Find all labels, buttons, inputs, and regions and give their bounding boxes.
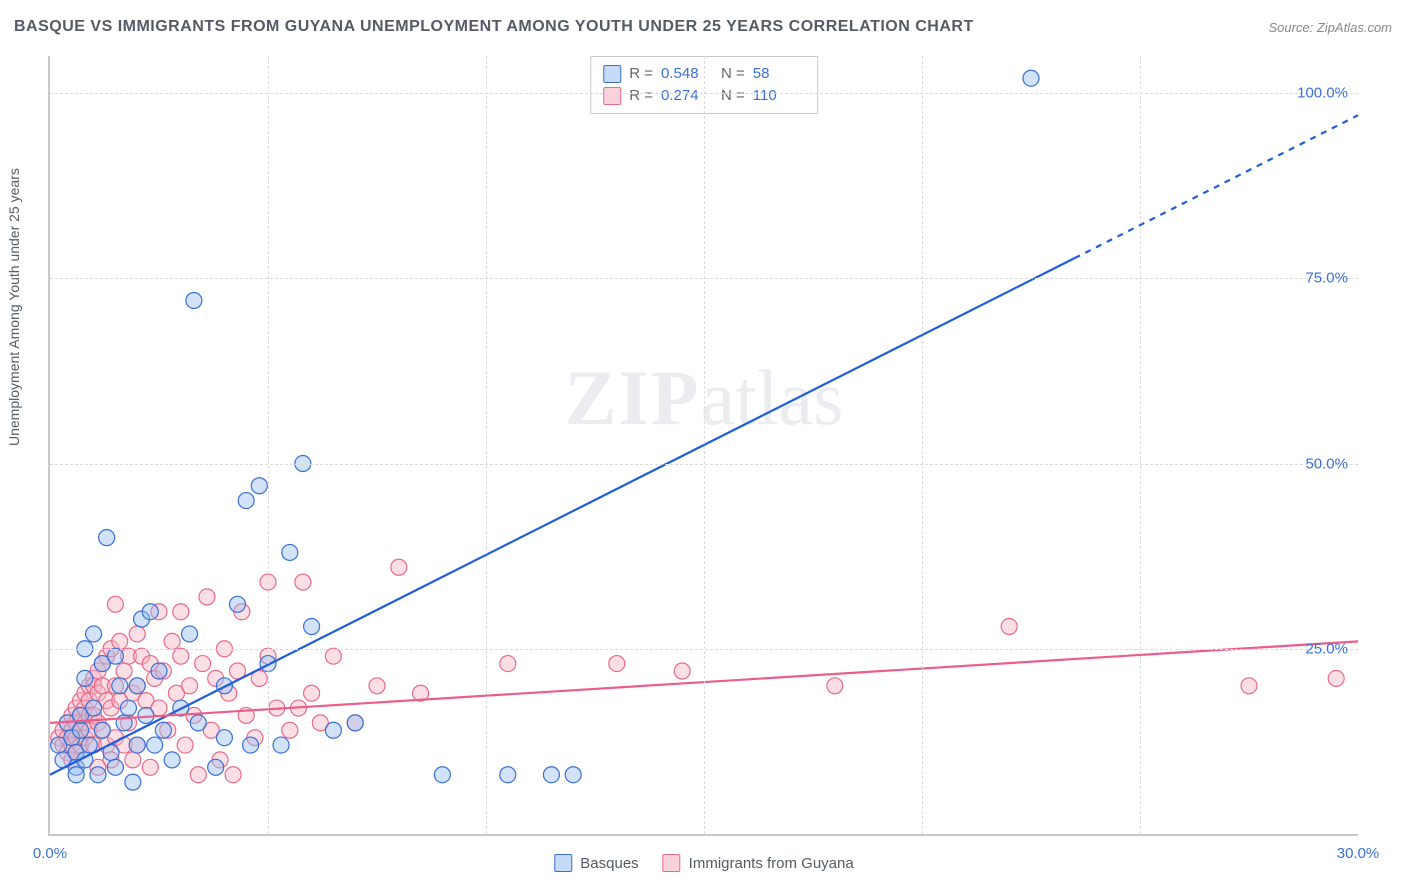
point-basques xyxy=(147,737,163,753)
point-guyana xyxy=(164,633,180,649)
swatch-pink-icon xyxy=(603,87,621,105)
point-basques xyxy=(129,737,145,753)
point-guyana xyxy=(199,589,215,605)
point-basques xyxy=(190,715,206,731)
point-guyana xyxy=(142,759,158,775)
point-guyana xyxy=(190,767,206,783)
point-basques xyxy=(347,715,363,731)
point-guyana xyxy=(1001,619,1017,635)
point-basques xyxy=(112,678,128,694)
point-guyana xyxy=(112,633,128,649)
n-value-basques: 58 xyxy=(753,63,805,85)
point-basques xyxy=(251,478,267,494)
legend-bottom: Basques Immigrants from Guyana xyxy=(554,854,853,872)
source-label: Source: ZipAtlas.com xyxy=(1268,20,1392,35)
point-guyana xyxy=(295,574,311,590)
point-guyana xyxy=(107,596,123,612)
point-basques xyxy=(68,767,84,783)
plot-area: ZIPatlas R = 0.548 N = 58 R = 0.274 N = … xyxy=(48,56,1358,836)
point-guyana xyxy=(125,752,141,768)
x-tick-label: 0.0% xyxy=(33,845,67,862)
point-basques xyxy=(86,626,102,642)
point-basques xyxy=(99,530,115,546)
point-guyana xyxy=(129,626,145,642)
point-basques xyxy=(81,737,97,753)
legend-label-guyana: Immigrants from Guyana xyxy=(689,855,854,872)
point-guyana xyxy=(177,737,193,753)
point-basques xyxy=(186,293,202,309)
legend-label-basques: Basques xyxy=(580,855,638,872)
point-basques xyxy=(94,722,110,738)
point-basques xyxy=(243,737,259,753)
point-basques xyxy=(107,759,123,775)
point-basques xyxy=(142,604,158,620)
point-guyana xyxy=(1328,670,1344,686)
point-basques xyxy=(120,700,136,716)
chart-title: BASQUE VS IMMIGRANTS FROM GUYANA UNEMPLO… xyxy=(14,18,974,36)
x-tick-label: 30.0% xyxy=(1337,845,1380,862)
point-guyana xyxy=(369,678,385,694)
trendline-basques-extrapolated xyxy=(1075,115,1358,258)
legend-item-guyana: Immigrants from Guyana xyxy=(663,854,854,872)
point-basques xyxy=(273,737,289,753)
y-tick-label: 100.0% xyxy=(1297,85,1348,102)
point-basques xyxy=(129,678,145,694)
legend-item-basques: Basques xyxy=(554,854,638,872)
point-guyana xyxy=(195,656,211,672)
point-guyana xyxy=(173,604,189,620)
point-guyana xyxy=(225,767,241,783)
point-basques xyxy=(238,493,254,509)
point-basques xyxy=(86,700,102,716)
point-basques xyxy=(164,752,180,768)
point-basques xyxy=(90,767,106,783)
y-tick-label: 25.0% xyxy=(1305,640,1348,657)
point-basques xyxy=(107,648,123,664)
point-basques xyxy=(565,767,581,783)
point-basques xyxy=(155,722,171,738)
y-axis-title: Unemployment Among Youth under 25 years xyxy=(6,168,22,446)
point-guyana xyxy=(674,663,690,679)
point-guyana xyxy=(609,656,625,672)
r-value-basques: 0.548 xyxy=(661,63,713,85)
point-guyana xyxy=(1241,678,1257,694)
point-guyana xyxy=(500,656,516,672)
point-basques xyxy=(304,619,320,635)
swatch-pink-icon xyxy=(663,854,681,872)
point-basques xyxy=(282,544,298,560)
point-basques xyxy=(1023,70,1039,86)
n-value-guyana: 110 xyxy=(753,85,805,107)
point-guyana xyxy=(116,663,132,679)
point-basques xyxy=(543,767,559,783)
point-basques xyxy=(434,767,450,783)
y-tick-label: 50.0% xyxy=(1305,455,1348,472)
point-basques xyxy=(151,663,167,679)
point-guyana xyxy=(282,722,298,738)
trendline-basques xyxy=(50,258,1075,775)
y-tick-label: 75.0% xyxy=(1305,270,1348,287)
point-guyana xyxy=(827,678,843,694)
point-guyana xyxy=(325,648,341,664)
point-guyana xyxy=(173,648,189,664)
point-basques xyxy=(216,730,232,746)
point-basques xyxy=(325,722,341,738)
r-value-guyana: 0.274 xyxy=(661,85,713,107)
point-guyana xyxy=(304,685,320,701)
point-guyana xyxy=(391,559,407,575)
point-guyana xyxy=(182,678,198,694)
point-basques xyxy=(229,596,245,612)
point-basques xyxy=(125,774,141,790)
swatch-blue-icon xyxy=(603,65,621,83)
point-basques xyxy=(500,767,516,783)
point-basques xyxy=(77,670,93,686)
swatch-blue-icon xyxy=(554,854,572,872)
point-basques xyxy=(208,759,224,775)
point-basques xyxy=(73,722,89,738)
point-basques xyxy=(182,626,198,642)
